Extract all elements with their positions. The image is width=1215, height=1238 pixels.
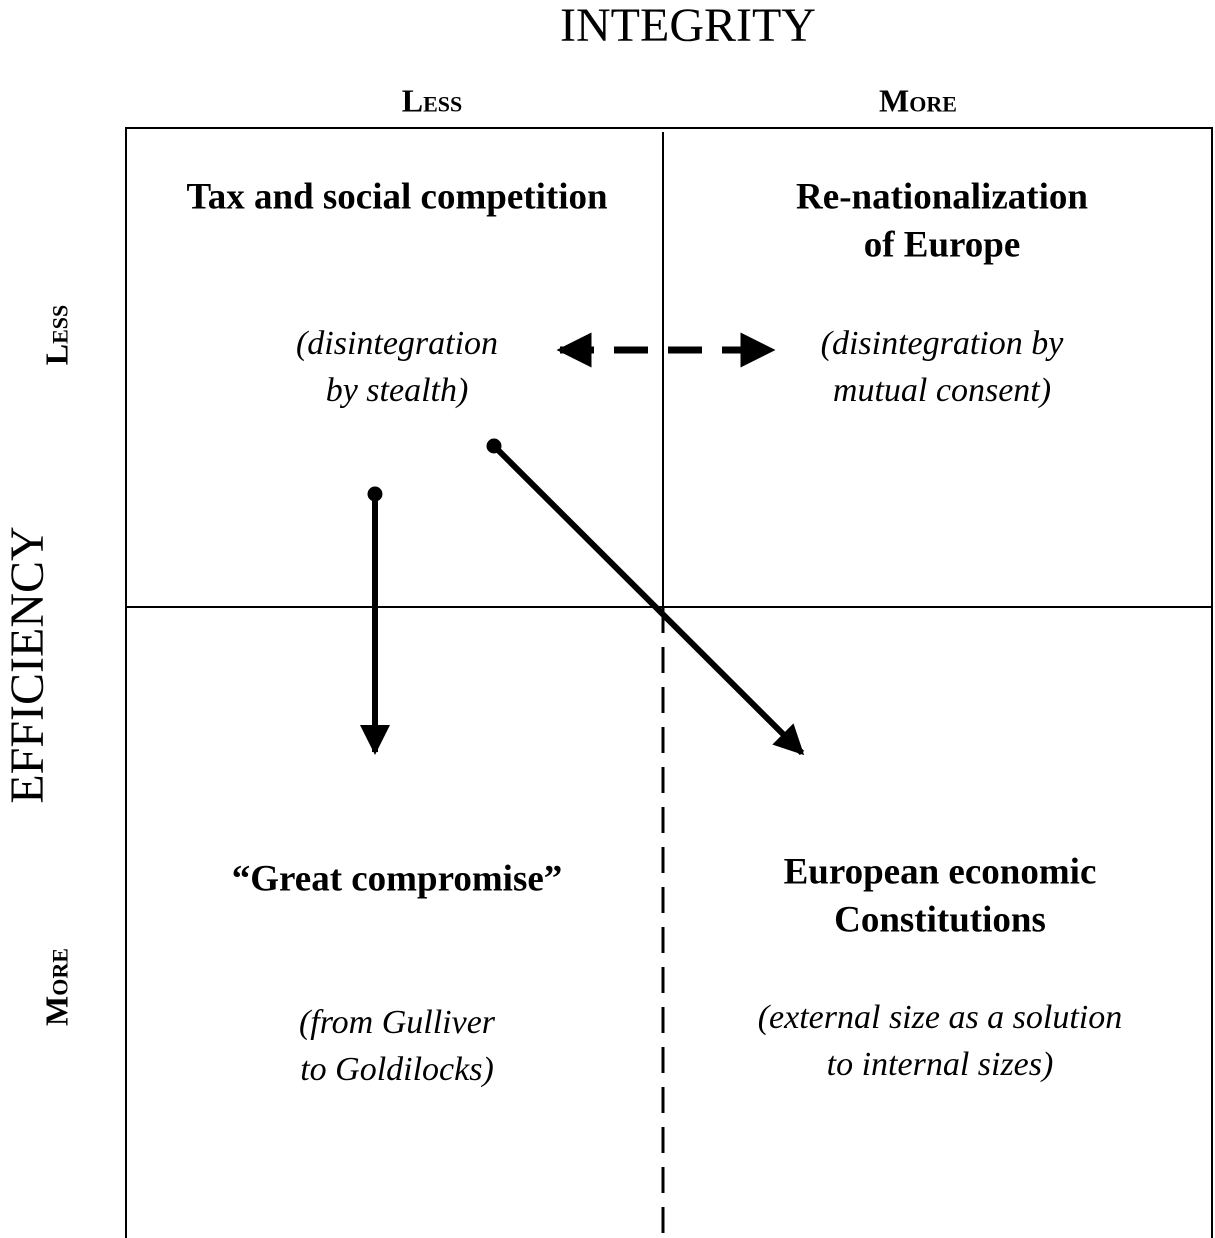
quadrant-title: Constitutions	[834, 899, 1046, 940]
quadrant-subtitle: by stealth)	[326, 372, 469, 409]
quadrant-title: European economic	[784, 851, 1097, 892]
x-level: Less	[402, 82, 463, 118]
quadrant-subtitle: mutual consent)	[833, 372, 1051, 409]
quadrant-subtitle: (disintegration by	[821, 325, 1065, 362]
arrow-origin	[486, 438, 502, 454]
arrow-origin	[367, 486, 383, 502]
y-level: Less	[38, 305, 74, 366]
diagonal-arrow	[491, 443, 805, 756]
quadrant-title: Tax and social competition	[186, 176, 608, 217]
quadrant-title: Re-nationalization	[796, 176, 1088, 217]
quadrant-title: of Europe	[864, 224, 1021, 265]
quadrant-subtitle: to internal sizes)	[827, 1046, 1054, 1083]
grid	[125, 127, 1213, 1238]
arrows	[360, 332, 805, 756]
frame	[125, 127, 1213, 1238]
quadrant-title: “Great compromise”	[232, 858, 563, 899]
quadrants: Tax and social competition (disintegratio…	[186, 176, 1122, 1087]
quadrant-subtitle: (external size as a solution	[758, 999, 1123, 1036]
y-level: More	[38, 948, 74, 1026]
x-axis-title: INTEGRITY	[560, 0, 816, 52]
y-axis-title: EFFICIENCY	[1, 526, 54, 803]
quadrant-subtitle: (from Gulliver	[299, 1004, 496, 1041]
quadrant-subtitle: (disintegration	[296, 325, 498, 362]
x-level: More	[879, 82, 957, 118]
quadrant-subtitle: to Goldilocks)	[300, 1051, 494, 1088]
